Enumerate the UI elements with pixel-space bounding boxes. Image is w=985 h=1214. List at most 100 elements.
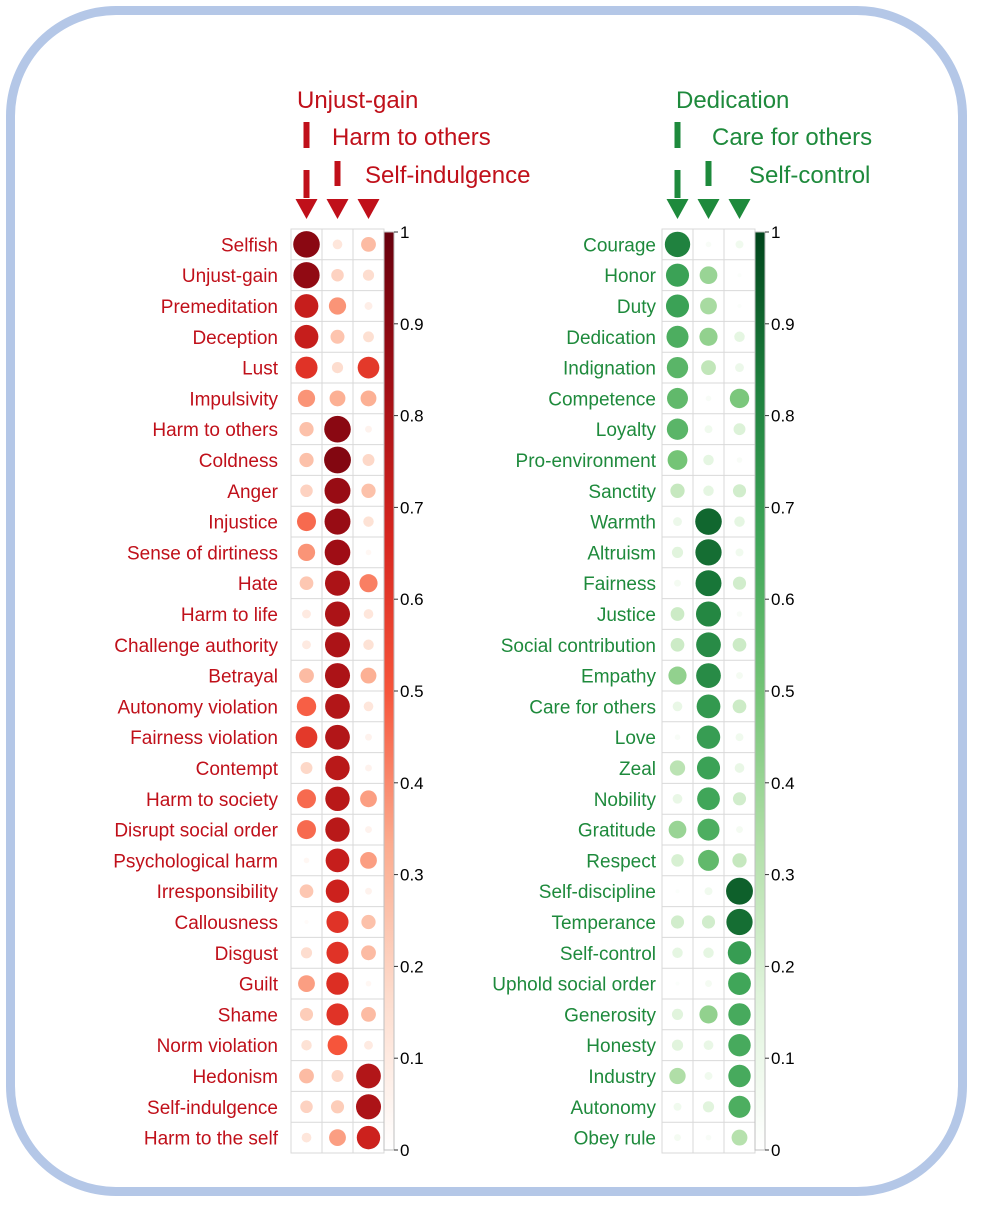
- virtue-row-label: Social contribution: [501, 636, 656, 657]
- vice-cell-circle: [296, 696, 317, 717]
- virtue-cell-circle: [674, 734, 681, 740]
- vice-cell-circle: [324, 632, 351, 658]
- virtue-cell-circle: [674, 1134, 681, 1142]
- vice-cell-circle: [361, 945, 376, 961]
- vice-cell-circle: [324, 663, 351, 689]
- vice-colorbar-tick-label: 1: [400, 223, 409, 242]
- virtue-arrow-shaft: [674, 170, 681, 198]
- vice-cell-circle: [329, 390, 346, 407]
- virtue-row-label: Gratitude: [578, 821, 656, 842]
- virtue-cell-circle: [697, 818, 720, 841]
- vice-cell-circle: [360, 390, 377, 407]
- virtue-cell-circle: [696, 632, 721, 658]
- virtue-row-label: Self-discipline: [539, 882, 656, 903]
- virtue-cell-circle: [703, 454, 714, 466]
- virtue-cell-circle: [671, 854, 684, 867]
- vice-cell-circle: [324, 539, 351, 566]
- vice-cell-circle: [293, 262, 320, 289]
- virtue-cell-circle: [674, 579, 681, 587]
- virtue-cell-circle: [733, 423, 746, 436]
- virtue-colorbar-tick-label: 0: [771, 1141, 780, 1160]
- virtue-colorbar-tick-label: 0.7: [771, 498, 795, 517]
- virtue-colorbar-tick-label: 1: [771, 223, 780, 242]
- virtue-cell-circle: [672, 793, 683, 804]
- vice-cell-circle: [328, 297, 347, 315]
- virtue-cell-circle: [732, 637, 747, 652]
- virtue-row-label: Warmth: [590, 513, 656, 534]
- virtue-colorbar-tick-label: 0.2: [771, 957, 795, 976]
- virtue-colorbar: [754, 231, 766, 1151]
- virtue-cell-circle: [728, 972, 751, 995]
- virtue-cell-circle: [735, 548, 744, 557]
- vice-cell-circle: [297, 820, 316, 840]
- virtue-cell-circle: [735, 240, 744, 249]
- vice-row-label: Fairness violation: [130, 728, 278, 749]
- virtue-cell-circle: [732, 853, 747, 868]
- virtue-column-header: Self-control: [749, 162, 870, 189]
- virtue-cell-circle: [666, 418, 689, 440]
- vice-cell-circle: [365, 826, 372, 834]
- virtue-cell-circle: [728, 1064, 751, 1088]
- vice-arrow-head: [295, 199, 318, 219]
- virtue-row-label: Empathy: [581, 667, 656, 688]
- virtue-cell-circle: [672, 701, 683, 712]
- virtue-cell-circle: [736, 826, 743, 834]
- virtue-arrow-shaft: [705, 161, 712, 186]
- virtue-cell-circle: [704, 887, 713, 896]
- vice-cell-circle: [363, 639, 374, 651]
- vice-arrow-head: [357, 199, 380, 219]
- virtue-cell-circle: [671, 1039, 684, 1051]
- virtue-row-label: Care for others: [529, 697, 656, 718]
- vice-cell-circle: [325, 817, 350, 842]
- virtue-cell-circle: [670, 637, 685, 652]
- vice-cell-circle: [325, 755, 350, 781]
- virtue-row-label: Justice: [597, 605, 656, 626]
- vice-cell-circle: [363, 331, 374, 343]
- vice-row-label: Contempt: [196, 759, 279, 780]
- vice-cell-circle: [324, 446, 351, 474]
- vice-row-label: Disrupt social order: [114, 821, 278, 842]
- vice-arrow-shaft: [303, 170, 310, 198]
- vice-cell-circle: [365, 764, 372, 772]
- vice-row-label: Irresponsibility: [157, 882, 279, 903]
- virtue-cell-circle: [705, 980, 712, 988]
- virtue-cell-circle: [732, 484, 747, 498]
- vice-row-label: Hedonism: [192, 1067, 278, 1088]
- vice-cell-circle: [325, 848, 350, 873]
- vice-cell-circle: [301, 1039, 312, 1051]
- vice-row-label: Sense of dirtiness: [127, 543, 278, 564]
- vice-cell-circle: [356, 1125, 381, 1150]
- virtue-arrow-head: [697, 199, 720, 219]
- vice-cell-circle: [365, 733, 372, 741]
- virtue-cell-circle: [728, 1095, 751, 1118]
- virtue-cell-circle: [735, 733, 744, 742]
- virtue-row-label: Indignation: [563, 359, 656, 380]
- virtue-row-label: Zeal: [619, 759, 656, 780]
- vice-colorbar-tick-label: 0.3: [400, 866, 424, 885]
- vice-cell-circle: [363, 609, 374, 619]
- virtue-cell-circle: [696, 725, 721, 749]
- vice-cell-circle: [365, 980, 372, 987]
- vice-matrix-panel: Unjust-gain Harm to others Self-indulgence…: [113, 87, 530, 1160]
- virtue-colorbar-tick-label: 0.3: [771, 866, 795, 885]
- virtue-cell-circle: [736, 672, 743, 680]
- virtue-row-label: Dedication: [566, 328, 656, 349]
- virtue-row-label: Love: [615, 728, 656, 749]
- virtue-colorbar-tick-label: 0.5: [771, 682, 795, 701]
- vice-column-header: Harm to others: [332, 124, 491, 151]
- vice-cell-circle: [364, 302, 373, 310]
- vice-cell-circle: [360, 852, 377, 869]
- vice-colorbar-tick-label: 0.1: [400, 1049, 424, 1068]
- virtue-column-header: Care for others: [712, 124, 872, 151]
- virtue-cell-circle: [699, 1005, 718, 1024]
- vice-cell-circle: [331, 1070, 344, 1082]
- virtue-cell-circle: [734, 763, 745, 773]
- vice-cell-circle: [295, 356, 318, 379]
- virtue-cell-circle: [696, 663, 721, 688]
- vice-cell-circle: [361, 914, 376, 930]
- virtue-cell-circle: [675, 981, 680, 986]
- vice-cell-circle: [365, 887, 372, 895]
- virtue-row-label: Respect: [586, 851, 656, 872]
- virtue-cell-circle: [703, 947, 714, 959]
- virtue-row-label: Obey rule: [574, 1129, 656, 1150]
